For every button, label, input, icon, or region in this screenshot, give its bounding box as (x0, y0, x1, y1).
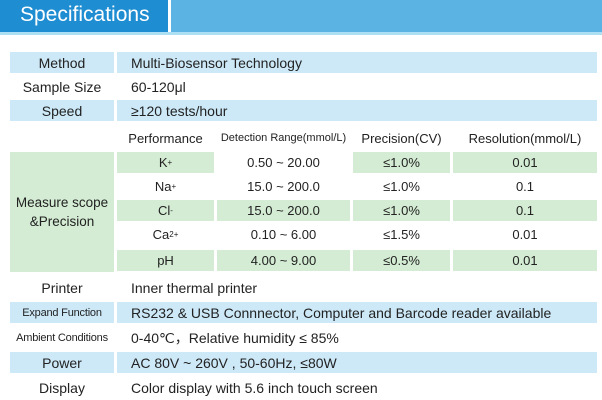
spec-value-ambient-conditions: 0-40℃，Relative humidity ≤ 85% (131, 329, 339, 346)
measure-row-precision: ≤0.5% (353, 250, 450, 271)
measure-header-precision: Precision(CV) (361, 130, 442, 146)
spec-label-power: Power (10, 352, 114, 373)
page-title: Specifications (20, 3, 150, 26)
measure-header-resolution: Resolution(mmol/L) (468, 130, 582, 146)
measure-header-range: Detection Range(mmol/L) (220, 132, 347, 144)
measure-row-precision: ≤1.5% (383, 227, 420, 242)
measure-row-resolution: 0.1 (453, 200, 597, 221)
spec-value-sample-size: 60-120μl (131, 78, 186, 95)
measure-row-precision: ≤1.0% (353, 152, 450, 173)
spec-label-ambient-conditions: Ambient Conditions (16, 331, 108, 344)
spec-value-power: AC 80V ~ 260V , 50-60Hz, ≤80W (117, 352, 597, 373)
measure-row-precision: ≤1.0% (383, 179, 420, 194)
spec-label-display: Display (39, 379, 85, 396)
measure-label-line1: Measure scope (15, 195, 109, 210)
measure-row-range: 4.00 ~ 9.00 (217, 250, 350, 271)
measure-row-name: Na + (154, 179, 177, 194)
measure-row-name: Cl - (117, 200, 214, 221)
measure-row-resolution: 0.1 (515, 179, 535, 194)
spec-value-speed: ≥120 tests/hour (117, 100, 597, 121)
header-underline (0, 32, 602, 35)
spec-label-printer: Printer (41, 279, 83, 296)
spec-value-expand-function: RS232 & USB Connnector, Computer and Bar… (117, 302, 597, 323)
measure-row-resolution: 0.01 (453, 152, 597, 173)
spec-label-expand-function: Expand Function (10, 302, 114, 323)
spec-label-sample-size: Sample Size (22, 78, 102, 95)
measure-scope-label: Measure scope &Precision (10, 152, 114, 272)
measure-row-resolution: 0.01 (453, 250, 597, 271)
header-tab: Specifications (0, 0, 171, 32)
spec-value-printer: Inner thermal printer (131, 279, 258, 296)
measure-row-range: 15.0 ~ 200.0 (217, 200, 350, 221)
measure-row-range: 0.10 ~ 6.00 (250, 227, 317, 242)
measure-row-name: pH (117, 250, 214, 271)
measure-row-precision: ≤1.0% (353, 200, 450, 221)
spec-label-method: Method (10, 52, 114, 73)
spec-value-method: Multi-Biosensor Technology (117, 52, 597, 73)
measure-row-name: K + (117, 152, 214, 173)
measure-row-name: Ca 2+ (152, 227, 179, 242)
measure-row-range: 0.50 ~ 20.00 (247, 155, 320, 170)
measure-header-performance: Performance (128, 130, 203, 146)
measure-label-line2: &Precision (29, 214, 95, 229)
measure-row-resolution: 0.01 (512, 227, 538, 242)
measure-row-range: 15.0 ~ 200.0 (247, 179, 320, 194)
header-banner: Specifications (0, 0, 602, 32)
spec-value-display: Color display with 5.6 inch touch screen (131, 379, 378, 396)
spec-label-speed: Speed (10, 100, 114, 121)
